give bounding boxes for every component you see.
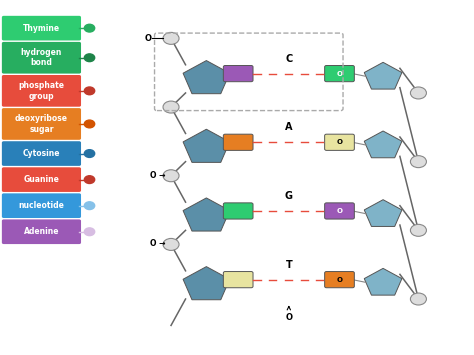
FancyBboxPatch shape <box>223 272 253 288</box>
Circle shape <box>84 202 95 209</box>
Text: G: G <box>285 191 293 201</box>
FancyBboxPatch shape <box>223 134 253 151</box>
Circle shape <box>84 176 95 184</box>
Text: C: C <box>285 54 292 64</box>
Polygon shape <box>364 268 402 295</box>
FancyBboxPatch shape <box>325 134 355 151</box>
Circle shape <box>84 150 95 157</box>
Text: O: O <box>144 34 151 43</box>
Circle shape <box>410 155 427 168</box>
Text: O: O <box>285 307 292 322</box>
Circle shape <box>84 120 95 128</box>
Polygon shape <box>183 61 230 94</box>
FancyBboxPatch shape <box>2 75 81 107</box>
Circle shape <box>163 239 179 250</box>
Polygon shape <box>364 62 402 89</box>
FancyBboxPatch shape <box>2 42 81 73</box>
FancyBboxPatch shape <box>223 203 253 219</box>
Polygon shape <box>183 129 230 162</box>
Text: Thymine: Thymine <box>23 24 60 33</box>
FancyBboxPatch shape <box>2 16 81 40</box>
Circle shape <box>84 24 95 32</box>
Text: phosphate
group: phosphate group <box>18 81 64 100</box>
Text: O: O <box>337 277 343 283</box>
FancyBboxPatch shape <box>325 65 355 82</box>
Text: deoxyribose
sugar: deoxyribose sugar <box>15 114 68 134</box>
Circle shape <box>410 87 427 99</box>
Text: Adenine: Adenine <box>24 227 59 236</box>
Text: nucleotide: nucleotide <box>18 201 64 210</box>
Circle shape <box>410 293 427 305</box>
FancyBboxPatch shape <box>2 219 81 244</box>
Text: Cytosine: Cytosine <box>23 149 60 158</box>
Circle shape <box>163 170 179 182</box>
Text: T: T <box>285 260 292 270</box>
FancyBboxPatch shape <box>325 203 355 219</box>
Circle shape <box>163 32 179 44</box>
Circle shape <box>410 224 427 236</box>
FancyBboxPatch shape <box>2 108 81 140</box>
Circle shape <box>84 54 95 62</box>
Circle shape <box>84 228 95 236</box>
Text: O: O <box>337 71 343 77</box>
FancyBboxPatch shape <box>2 193 81 218</box>
FancyBboxPatch shape <box>223 65 253 82</box>
Text: O: O <box>337 139 343 145</box>
FancyBboxPatch shape <box>325 272 355 288</box>
Text: hydrogen
bond: hydrogen bond <box>21 48 62 67</box>
Polygon shape <box>183 267 230 300</box>
Text: O →: O → <box>150 170 165 180</box>
Text: A: A <box>285 122 292 132</box>
Circle shape <box>163 101 179 113</box>
Text: Guanine: Guanine <box>24 175 59 184</box>
Polygon shape <box>364 131 402 158</box>
Text: O →: O → <box>150 239 165 248</box>
FancyBboxPatch shape <box>2 167 81 192</box>
Circle shape <box>84 87 95 95</box>
Polygon shape <box>183 198 230 231</box>
Text: O: O <box>337 208 343 214</box>
Polygon shape <box>364 200 402 226</box>
FancyBboxPatch shape <box>2 141 81 166</box>
